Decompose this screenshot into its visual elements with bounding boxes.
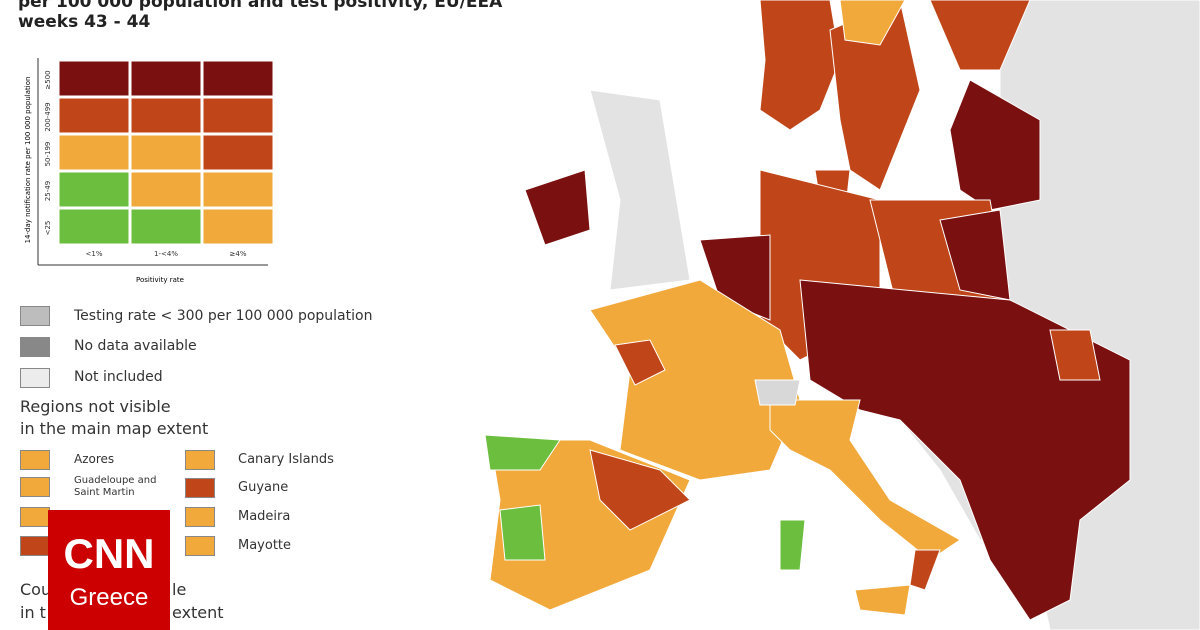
heading: in the main map extent [20,419,209,438]
legend-label: Guadeloupe and Saint Martin [74,475,157,498]
country [759,0,841,131]
swatch [20,477,50,497]
legend-label: Testing rate < 300 per 100 000 populatio… [74,308,373,324]
title: weeks 43 - 44 [18,12,151,32]
country [1049,329,1101,381]
y-tick-label: ≥500 [44,70,52,89]
title: per 100 000 population and test positivi… [18,0,503,12]
x-tick-label: ≥4% [230,250,247,258]
y-tick-label: <25 [44,221,52,236]
swatch [185,507,215,527]
y-axis-label: 14-day notification rate per 100 000 pop… [24,77,32,244]
x-axis-label: Positivity rate [136,276,184,284]
heading: in t [20,603,46,622]
heading: Regions not visible [20,397,171,416]
legend-label: Not included [74,369,163,385]
logo: CNN Greece [48,510,170,630]
country [799,279,1131,621]
legend-label: Guyane [238,480,289,495]
heading: le [172,580,187,599]
non-eu-land [589,89,691,291]
country [699,234,771,321]
country [614,339,666,386]
legend-label: Mayotte [238,538,292,553]
country [589,449,691,531]
swatch [20,337,50,357]
swatch [20,450,50,470]
swatch [185,478,215,498]
legend-label: Canary Islands [238,452,334,467]
country [499,504,546,561]
legend-label: Madeira [238,509,291,524]
x-tick-label: <1% [86,250,103,258]
swatch [185,536,215,556]
country [524,169,591,246]
swatch [20,507,50,527]
country [779,519,806,571]
swatch [20,306,50,326]
country [909,549,941,591]
country [589,279,801,481]
country [754,379,801,406]
heading: Cou [20,580,52,599]
country [854,584,911,616]
country [829,0,921,191]
country [839,0,906,46]
legend-label: Azores [74,452,115,466]
logo-brand: CNN [63,530,155,577]
country [929,0,1031,71]
legend-label: No data available [74,338,197,354]
heading: extent [172,603,224,622]
swatch [185,450,215,470]
logo-region: Greece [69,584,149,611]
y-tick-label: 200-499 [44,102,52,131]
country [484,434,561,471]
matrix [56,58,276,247]
swatch [20,368,50,388]
y-tick-label: 25-49 [44,181,52,201]
swatch [20,536,50,556]
x-tick-label: 1-<4% [154,250,178,258]
y-tick-label: 50-199 [44,142,52,167]
